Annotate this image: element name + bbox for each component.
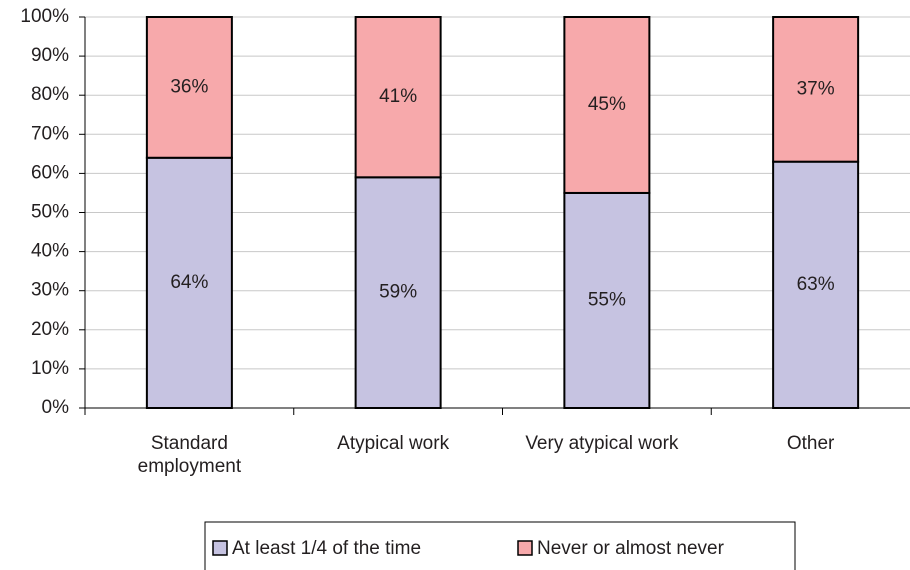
x-tick-label: Other <box>786 433 835 454</box>
bar-segment <box>563 16 651 194</box>
y-tick-label: 20% <box>31 319 69 340</box>
data-label: 45% <box>588 94 626 115</box>
bar-segment <box>145 16 233 159</box>
bar-segment <box>772 16 860 163</box>
legend-swatch <box>517 540 533 556</box>
bar-segment <box>354 176 442 409</box>
x-tick-label: Standard employment <box>137 433 242 477</box>
data-label: 64% <box>170 272 208 293</box>
bar-segment <box>563 191 651 409</box>
data-label: 59% <box>379 282 417 303</box>
data-label: 41% <box>379 86 417 107</box>
data-label: 63% <box>797 274 835 295</box>
bar-segment <box>145 156 233 409</box>
y-tick-label: 90% <box>31 45 69 66</box>
bar-segment <box>354 16 442 179</box>
data-label: 36% <box>170 76 208 97</box>
y-tick-label: 60% <box>31 162 69 183</box>
y-tick-label: 50% <box>31 202 69 223</box>
data-label: 37% <box>797 78 835 99</box>
data-label: 55% <box>588 289 626 310</box>
x-tick-label: Very atypical work <box>525 433 679 454</box>
y-tick-label: 0% <box>42 397 70 418</box>
x-tick-label: Atypical work <box>337 433 450 454</box>
bar-segment <box>772 160 860 409</box>
legend-box <box>204 521 796 570</box>
y-tick-label: 10% <box>31 358 69 379</box>
y-tick-label: 40% <box>31 241 69 262</box>
legend-swatch <box>212 540 228 556</box>
y-tick-label: 30% <box>31 280 69 301</box>
y-tick-label: 80% <box>31 84 69 105</box>
legend-label: Never or almost never <box>537 538 725 559</box>
y-tick-label: 70% <box>31 123 69 144</box>
legend-label: At least 1/4 of the time <box>232 538 421 559</box>
y-tick-label: 100% <box>20 6 69 27</box>
